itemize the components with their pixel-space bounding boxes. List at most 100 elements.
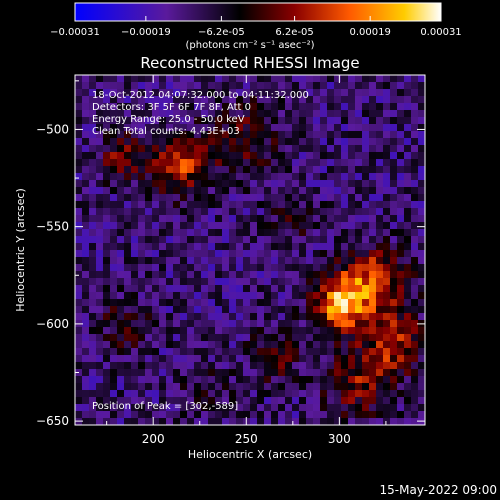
heatmap-cell xyxy=(411,327,419,335)
heatmap-cell xyxy=(236,166,244,174)
heatmap-cell xyxy=(327,383,335,391)
heatmap-cell xyxy=(117,89,125,97)
heatmap-cell xyxy=(215,166,223,174)
heatmap-cell xyxy=(278,222,286,230)
heatmap-cell xyxy=(292,313,300,321)
heatmap-cell xyxy=(313,397,321,405)
heatmap-cell xyxy=(348,194,356,202)
heatmap-cell xyxy=(341,334,349,342)
heatmap-cell xyxy=(131,278,139,286)
heatmap-cell xyxy=(271,404,279,412)
heatmap-cell xyxy=(222,390,230,398)
heatmap-cell xyxy=(327,390,335,398)
heatmap-cell xyxy=(110,257,118,265)
heatmap-cell xyxy=(397,404,405,412)
heatmap-cell xyxy=(96,229,104,237)
heatmap-cell xyxy=(383,264,391,272)
heatmap-cell xyxy=(292,236,300,244)
heatmap-cell xyxy=(131,404,139,412)
heatmap-cell xyxy=(278,390,286,398)
heatmap-cell xyxy=(299,201,307,209)
heatmap-cell xyxy=(397,278,405,286)
heatmap-cell xyxy=(292,355,300,363)
heatmap-cell xyxy=(334,411,342,419)
heatmap-cell xyxy=(334,117,342,125)
heatmap-cell xyxy=(257,166,265,174)
heatmap-cell xyxy=(96,362,104,370)
heatmap-cell xyxy=(215,313,223,321)
heatmap-cell xyxy=(376,215,384,223)
heatmap-cell xyxy=(159,96,167,104)
heatmap-cell xyxy=(264,208,272,216)
heatmap-cell xyxy=(75,278,83,286)
heatmap-cell xyxy=(103,194,111,202)
heatmap-cell xyxy=(299,397,307,405)
heatmap-cell xyxy=(89,313,97,321)
heatmap-cell xyxy=(103,131,111,139)
heatmap-cell xyxy=(236,159,244,167)
heatmap-cell xyxy=(264,334,272,342)
heatmap-cell xyxy=(243,96,251,104)
heatmap-cell xyxy=(215,306,223,314)
heatmap-cell xyxy=(110,152,118,160)
heatmap-cell xyxy=(194,159,202,167)
x-tick-label: 200 xyxy=(142,432,165,446)
heatmap-cell xyxy=(201,75,209,83)
heatmap-cell xyxy=(215,145,223,153)
heatmap-cell xyxy=(285,173,293,181)
heatmap-cell xyxy=(229,194,237,202)
heatmap-cell xyxy=(362,383,370,391)
heatmap-cell xyxy=(313,334,321,342)
heatmap-cell xyxy=(152,341,160,349)
heatmap-cell xyxy=(404,390,412,398)
heatmap-cell xyxy=(362,222,370,230)
heatmap-cell xyxy=(341,341,349,349)
heatmap-cell xyxy=(383,250,391,258)
heatmap-cell xyxy=(327,376,335,384)
heatmap-cell xyxy=(397,285,405,293)
heatmap-cell xyxy=(299,159,307,167)
heatmap-cell xyxy=(138,306,146,314)
heatmap-cell xyxy=(138,320,146,328)
heatmap-cell xyxy=(75,187,83,195)
heatmap-cell xyxy=(103,313,111,321)
heatmap-cell xyxy=(166,236,174,244)
heatmap-cell xyxy=(376,257,384,265)
heatmap-cell xyxy=(131,75,139,83)
heatmap-cell xyxy=(131,145,139,153)
heatmap-cell xyxy=(131,411,139,419)
heatmap-cell xyxy=(208,250,216,258)
heatmap-cell xyxy=(166,159,174,167)
heatmap-cell xyxy=(229,306,237,314)
heatmap-cell xyxy=(110,306,118,314)
heatmap-cell xyxy=(110,285,118,293)
heatmap-cell xyxy=(236,299,244,307)
heatmap-cell xyxy=(117,159,125,167)
heatmap-cell xyxy=(355,306,363,314)
heatmap-cell xyxy=(341,208,349,216)
heatmap-cell xyxy=(103,299,111,307)
heatmap-cell xyxy=(110,383,118,391)
heatmap-cell xyxy=(404,215,412,223)
heatmap-cell xyxy=(327,278,335,286)
heatmap-cell xyxy=(229,418,237,426)
heatmap-cell xyxy=(369,355,377,363)
heatmap-cell xyxy=(229,278,237,286)
heatmap-cell xyxy=(243,236,251,244)
heatmap-cell xyxy=(390,411,398,419)
heatmap-cell xyxy=(376,369,384,377)
heatmap-cell xyxy=(411,222,419,230)
heatmap-cell xyxy=(355,383,363,391)
heatmap-cell xyxy=(264,404,272,412)
heatmap-cell xyxy=(243,257,251,265)
heatmap-cell xyxy=(75,264,83,272)
heatmap-cell xyxy=(292,89,300,97)
heatmap-cell xyxy=(229,327,237,335)
heatmap-cell xyxy=(418,264,426,272)
heatmap-cell xyxy=(187,257,195,265)
heatmap-cell xyxy=(362,173,370,181)
heatmap-cell xyxy=(180,411,188,419)
heatmap-cell xyxy=(96,327,104,335)
heatmap-cell xyxy=(89,180,97,188)
heatmap-cell xyxy=(82,194,90,202)
